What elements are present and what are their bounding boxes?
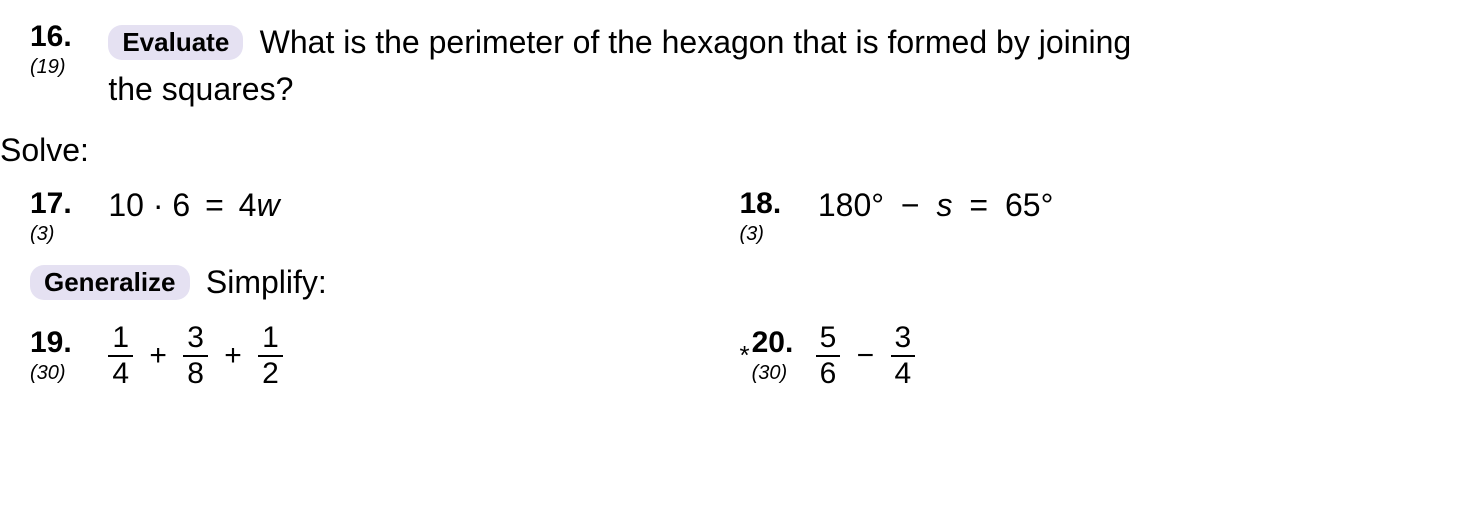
problem-body: 180° − s = 65°: [818, 187, 1448, 224]
fraction-1: 1 4: [108, 323, 133, 389]
problem-number: 19.: [30, 326, 100, 360]
denominator: 4: [891, 355, 916, 389]
equals: =: [199, 187, 230, 223]
minus: −: [849, 339, 883, 373]
equation: 180° − s = 65°: [818, 187, 1054, 223]
problem-number-block: 19. (30): [30, 326, 100, 385]
problem-body: 5 6 − 3 4: [816, 323, 916, 389]
problem-19: 19. (30) 1 4 + 3 8 + 1 2: [30, 323, 740, 389]
problem-number: 16.: [30, 20, 100, 54]
problem-number-block: 16. (19): [30, 20, 100, 79]
evaluate-pill: Evaluate: [108, 25, 243, 60]
fraction-2: 3 8: [183, 323, 208, 389]
denominator: 6: [816, 355, 841, 389]
problem-16: 16. (19) Evaluate What is the perimeter …: [30, 20, 1449, 108]
problem-ref: (30): [30, 362, 100, 385]
fraction-1: 5 6: [816, 323, 841, 389]
star-icon: *: [740, 340, 750, 371]
equals: =: [961, 187, 996, 223]
plus-2: +: [216, 339, 250, 373]
problem-number-block: 17. (3): [30, 187, 100, 246]
rhs: 65°: [1005, 187, 1053, 223]
numerator: 3: [891, 323, 916, 355]
problem-17: 17. (3) 10 · 6 = 4w: [30, 187, 740, 246]
solve-label: Solve:: [0, 132, 1449, 169]
numerator: 3: [183, 323, 208, 355]
rhs-var: w: [256, 187, 279, 223]
rhs-coef: 4: [239, 187, 257, 223]
lhs: 180°: [818, 187, 884, 223]
equation: 10 · 6 = 4w: [108, 187, 279, 223]
problem-number: 18.: [740, 187, 810, 221]
problem-ref: (19): [30, 56, 100, 79]
fraction-2: 3 4: [891, 323, 916, 389]
line-1: Evaluate What is the perimeter of the he…: [108, 20, 1447, 65]
question-text-2: the squares?: [108, 71, 1447, 108]
question-text-1: What is the perimeter of the hexagon tha…: [260, 24, 1132, 60]
problem-number: 17.: [30, 187, 100, 221]
numerator: 5: [816, 323, 841, 355]
problem-number-block: 18. (3): [740, 187, 810, 246]
generalize-row: Generalize Simplify:: [30, 260, 1449, 305]
simplify-label: Simplify:: [206, 264, 327, 300]
lhs: 10 · 6: [108, 187, 190, 223]
problem-number-block: 20. (30): [752, 326, 816, 385]
problem-ref: (30): [752, 362, 816, 385]
problem-ref: (3): [740, 223, 810, 246]
numerator: 1: [108, 323, 133, 355]
denominator: 8: [183, 355, 208, 389]
problem-number: 20.: [752, 326, 816, 360]
fraction-3: 1 2: [258, 323, 283, 389]
var: s: [937, 187, 953, 223]
row-19-20: 19. (30) 1 4 + 3 8 + 1 2 * 20. (30): [30, 323, 1449, 389]
numerator: 1: [258, 323, 283, 355]
problem-ref: (3): [30, 223, 100, 246]
plus-1: +: [141, 339, 175, 373]
problem-18: 18. (3) 180° − s = 65°: [740, 187, 1450, 246]
generalize-pill: Generalize: [30, 265, 190, 300]
problem-body: Evaluate What is the perimeter of the he…: [108, 20, 1447, 108]
minus: −: [893, 187, 928, 223]
problem-20: * 20. (30) 5 6 − 3 4: [740, 323, 1450, 389]
denominator: 4: [108, 355, 133, 389]
problem-body: 10 · 6 = 4w: [108, 187, 738, 224]
row-17-18: 17. (3) 10 · 6 = 4w 18. (3) 180° − s = 6…: [30, 187, 1449, 246]
problem-body: 1 4 + 3 8 + 1 2: [108, 323, 738, 389]
denominator: 2: [258, 355, 283, 389]
